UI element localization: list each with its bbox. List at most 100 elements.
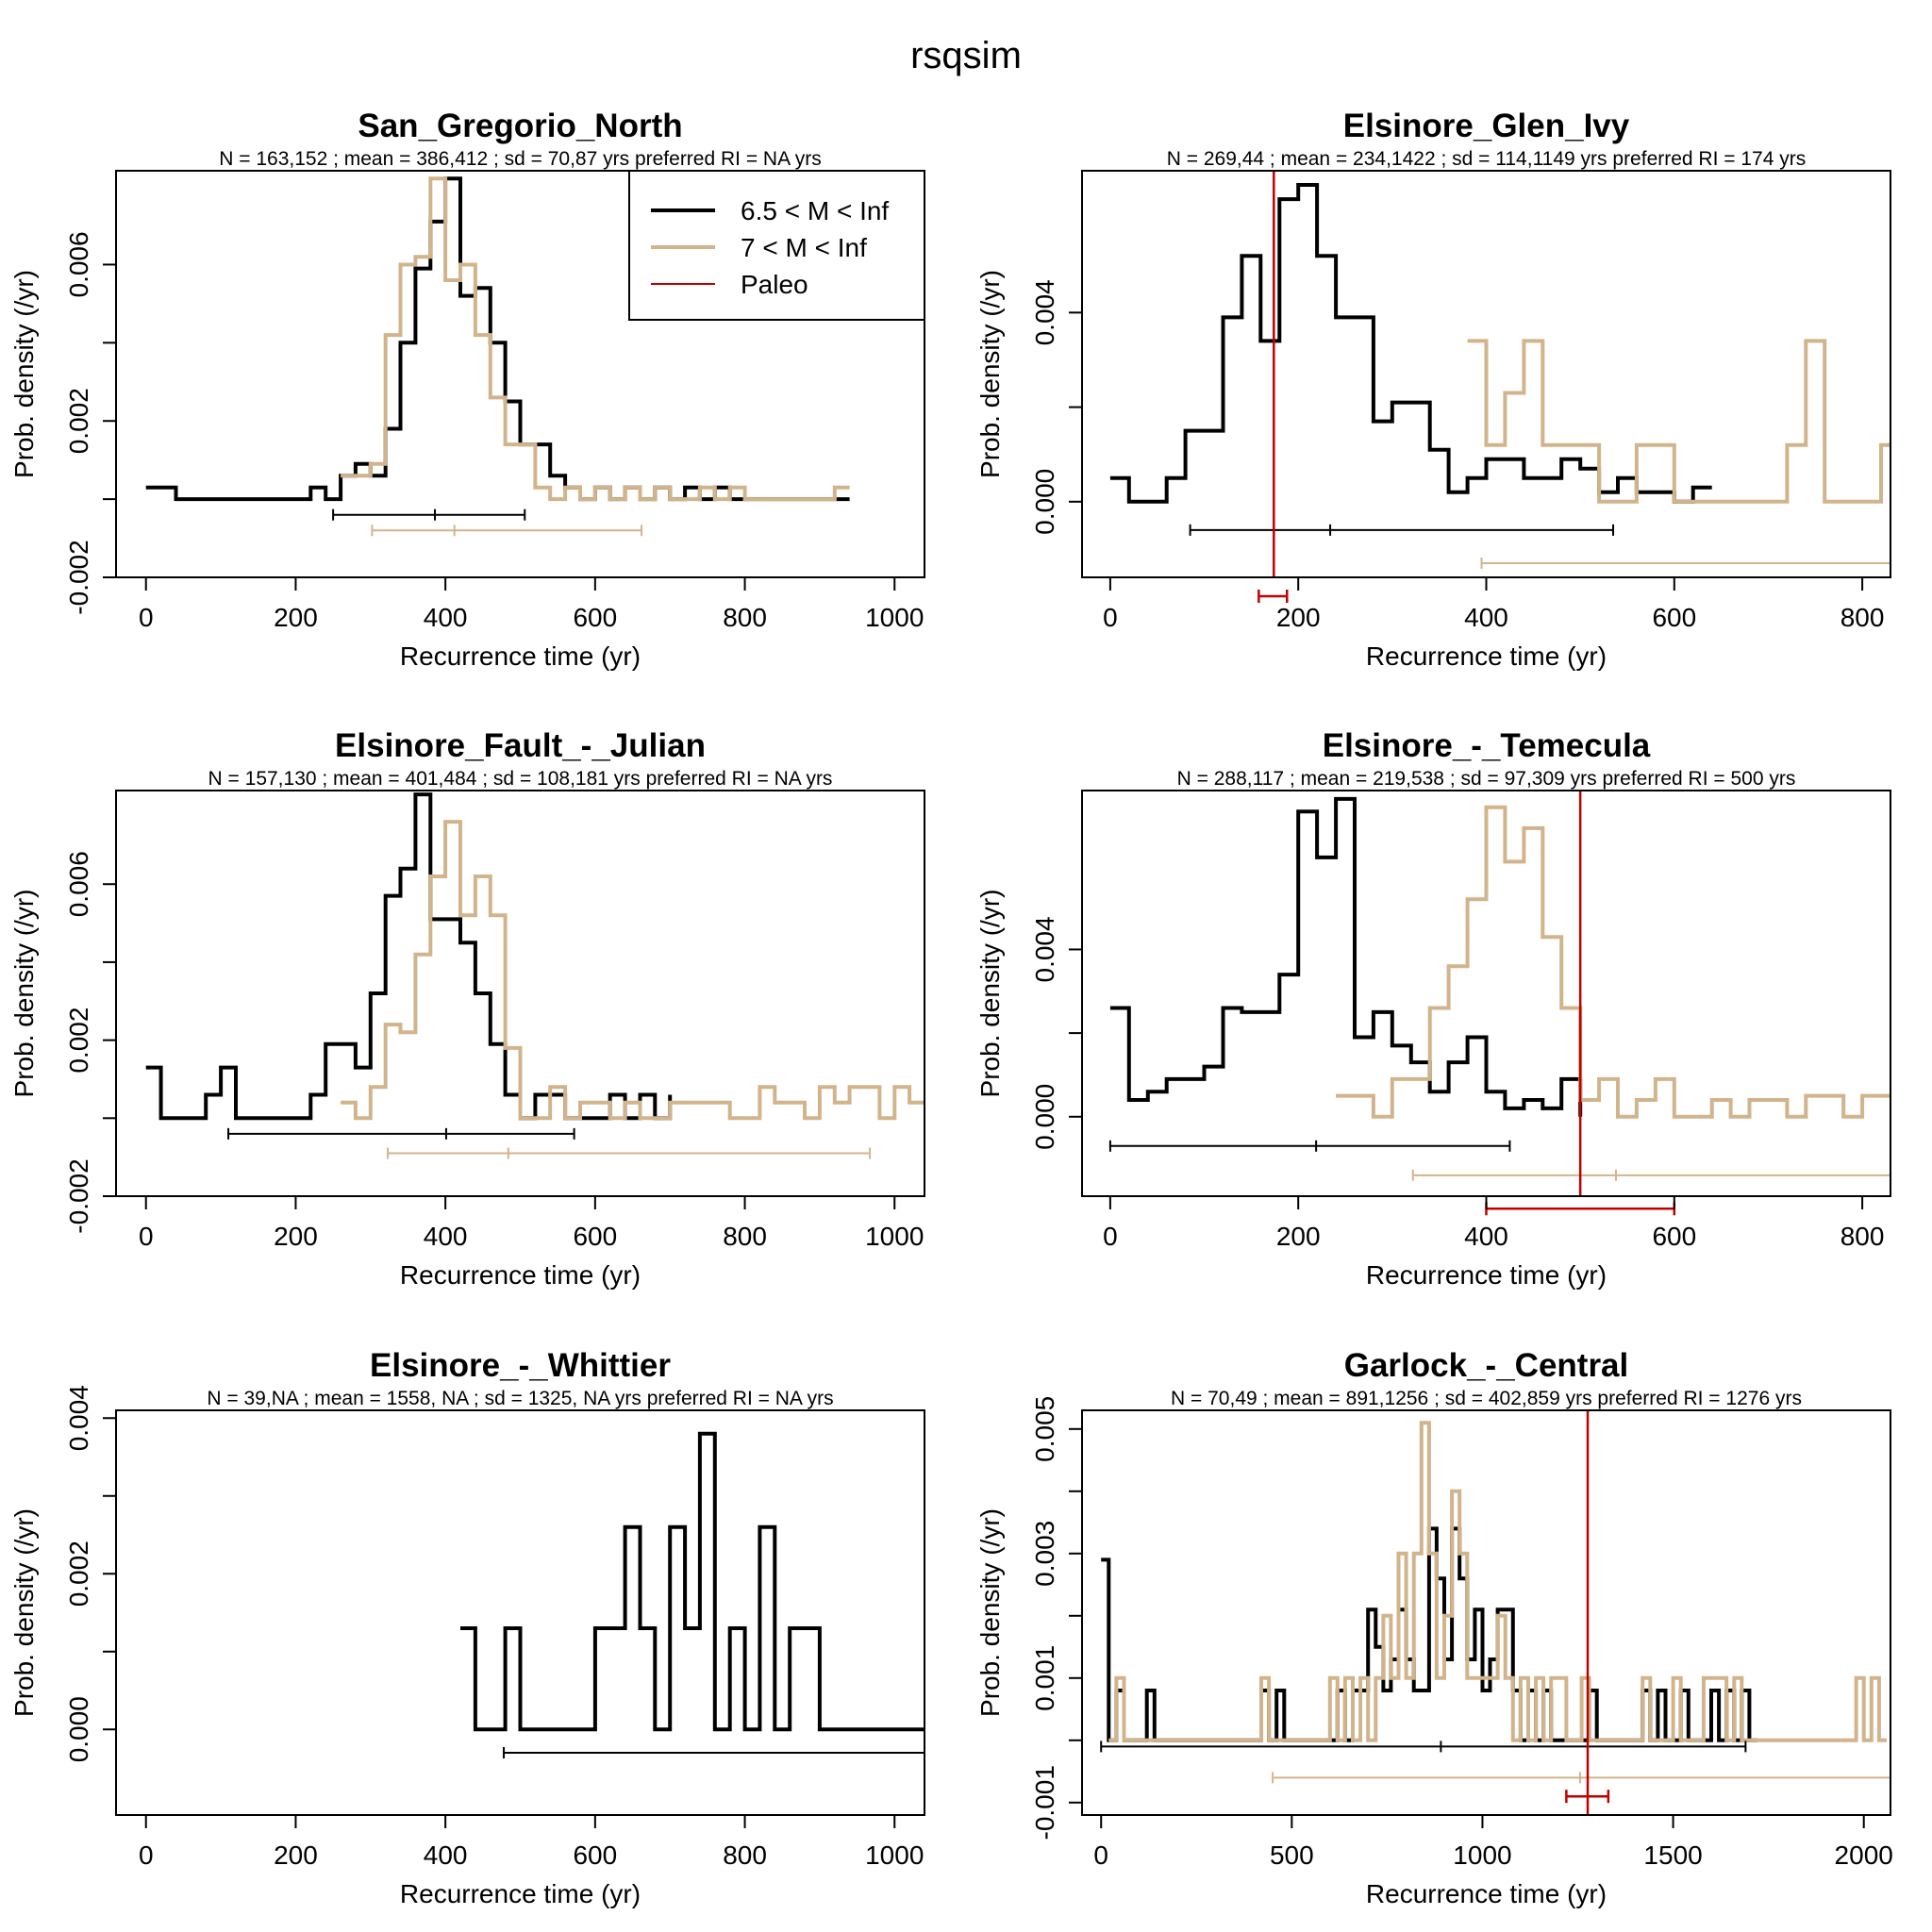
- x-tick-label: 200: [274, 1840, 318, 1870]
- y-tick-label: 0.000: [1030, 469, 1059, 535]
- x-tick-label: 200: [1276, 1222, 1321, 1251]
- x-tick-label: 0: [1103, 1222, 1118, 1251]
- series-line-tan: [341, 176, 850, 502]
- series-group: [1108, 796, 1890, 1181]
- x-tick-label: 400: [1464, 603, 1508, 632]
- x-tick-label: 0: [1103, 603, 1118, 632]
- y-axis-label: Prob. density (/yr): [9, 270, 39, 478]
- panel-3: Elsinore_Fault_-_Julian N = 157,130 ; mea…: [9, 727, 925, 1290]
- series-line-tan: [1336, 805, 1890, 1119]
- x-axis-label: Recurrence time (yr): [400, 641, 641, 671]
- y-axis-label: Prob. density (/yr): [9, 1508, 39, 1717]
- panel-subtitle: N = 157,130 ; mean = 401,484 ; sd = 108,…: [208, 768, 833, 790]
- panel-subtitle: N = 288,117 ; mean = 219,538 ; sd = 97,3…: [1177, 768, 1796, 790]
- legend-label-black: 6.5 < M < Inf: [741, 196, 889, 225]
- x-tick-label: 500: [1270, 1840, 1314, 1870]
- y-tick-label: 0.006: [64, 851, 93, 917]
- y-tick-label: 0.002: [64, 1541, 93, 1607]
- panel-subtitle: N = 70,49 ; mean = 891,1256 ; sd = 402,8…: [1171, 1388, 1802, 1409]
- plot-frame: [115, 170, 925, 578]
- y-tick-label: 0.005: [1030, 1396, 1059, 1462]
- y-tick-label: 0.002: [64, 388, 93, 454]
- y-axis-label: Prob. density (/yr): [975, 1508, 1005, 1717]
- x-axis-label: Recurrence time (yr): [1366, 641, 1607, 671]
- y-tick-label: 0.006: [64, 231, 93, 297]
- series-line-black: [1109, 796, 1583, 1117]
- y-tick-label: -0.002: [64, 1158, 93, 1233]
- series-line-black: [145, 792, 673, 1121]
- x-axis-label: Recurrence time (yr): [400, 1879, 641, 1908]
- x-tick-label: 600: [573, 603, 617, 632]
- plot-frame: [115, 1409, 925, 1816]
- y-tick-label: -0.001: [1030, 1765, 1059, 1840]
- y-tick-label: 0.004: [64, 1385, 93, 1451]
- y-tick-label: 0.001: [1030, 1645, 1059, 1711]
- x-tick-label: 1000: [1453, 1840, 1511, 1870]
- series-line-tan: [1467, 339, 1890, 504]
- series-line-black: [460, 1431, 924, 1732]
- x-tick-label: 600: [573, 1222, 617, 1251]
- x-tick-label: 800: [1840, 603, 1885, 632]
- panel-title: Garlock_-_Central: [1344, 1347, 1629, 1384]
- x-tick-label: 0: [139, 1222, 154, 1251]
- y-axis-label: Prob. density (/yr): [9, 890, 39, 1098]
- x-tick-label: 2000: [1835, 1840, 1893, 1870]
- series-line-black: [1101, 1526, 1757, 1742]
- x-tick-label: 200: [274, 1222, 318, 1251]
- x-axis-label: Recurrence time (yr): [1366, 1879, 1607, 1908]
- legend-label-paleo: Paleo: [741, 270, 808, 299]
- x-tick-label: 600: [1652, 603, 1696, 632]
- x-tick-label: 800: [723, 1222, 767, 1251]
- series-line-tan: [1108, 1421, 1887, 1742]
- series-group: [145, 792, 924, 1159]
- series-group: [1100, 1421, 1890, 1784]
- panel-title: Elsinore_-_Whittier: [370, 1347, 671, 1384]
- x-tick-label: 0: [1093, 1840, 1108, 1870]
- series-group: [1109, 183, 1890, 569]
- x-tick-label: 1000: [865, 603, 924, 632]
- panel-6: Garlock_-_Central N = 70,49 ; mean = 891,…: [975, 1347, 1893, 1908]
- x-tick-label: 1000: [865, 1840, 924, 1870]
- x-tick-label: 1500: [1643, 1840, 1702, 1870]
- legend-label-tan: 7 < M < Inf: [741, 233, 867, 262]
- panel-title: Elsinore_Fault_-_Julian: [335, 727, 706, 764]
- y-tick-label: 0.004: [1030, 916, 1059, 982]
- y-tick-label: 0.003: [1030, 1521, 1059, 1587]
- y-axis-label: Prob. density (/yr): [975, 890, 1005, 1098]
- panel-subtitle: N = 39,NA ; mean = 1558, NA ; sd = 1325,…: [207, 1388, 833, 1409]
- panel-1: San_Gregorio_North N = 163,152 ; mean = 3…: [9, 108, 925, 671]
- x-tick-label: 600: [1652, 1222, 1696, 1251]
- panel-2: Elsinore_Glen_Ivy N = 269,44 ; mean = 234…: [975, 108, 1891, 671]
- x-tick-label: 200: [274, 603, 318, 632]
- x-tick-label: 400: [424, 1840, 468, 1870]
- x-axis-label: Recurrence time (yr): [1366, 1260, 1607, 1290]
- x-tick-label: 800: [723, 603, 767, 632]
- panel-subtitle: N = 163,152 ; mean = 386,412 ; sd = 70,8…: [219, 148, 822, 170]
- x-tick-label: 0: [139, 603, 154, 632]
- y-tick-label: 0.000: [64, 1696, 93, 1762]
- x-tick-label: 600: [573, 1840, 617, 1870]
- y-tick-label: 0.004: [1030, 279, 1059, 345]
- plot-frame: [115, 790, 925, 1197]
- series-line-black: [1109, 183, 1712, 504]
- figure-title: rsqsim: [910, 35, 1022, 76]
- x-tick-label: 400: [424, 1222, 468, 1251]
- panel-title: Elsinore_Glen_Ivy: [1343, 108, 1630, 144]
- x-tick-label: 0: [139, 1840, 154, 1870]
- x-axis-label: Recurrence time (yr): [400, 1260, 641, 1290]
- panel-title: San_Gregorio_North: [358, 108, 682, 144]
- series-line-tan: [341, 820, 924, 1121]
- x-tick-label: 200: [1276, 603, 1321, 632]
- panel-title: Elsinore_-_Temecula: [1323, 727, 1651, 764]
- y-tick-label: 0.002: [64, 1008, 93, 1074]
- x-tick-label: 1000: [865, 1222, 924, 1251]
- y-axis-label: Prob. density (/yr): [975, 270, 1005, 478]
- legend: 6.5 < M < Inf 7 < M < Inf Paleo: [628, 170, 925, 321]
- x-tick-label: 400: [1464, 1222, 1508, 1251]
- series-group: [145, 176, 850, 537]
- panel-4: Elsinore_-_Temecula N = 288,117 ; mean = …: [975, 727, 1891, 1290]
- series-group: [460, 1431, 924, 1758]
- x-tick-label: 800: [1840, 1222, 1885, 1251]
- x-tick-label: 400: [424, 603, 468, 632]
